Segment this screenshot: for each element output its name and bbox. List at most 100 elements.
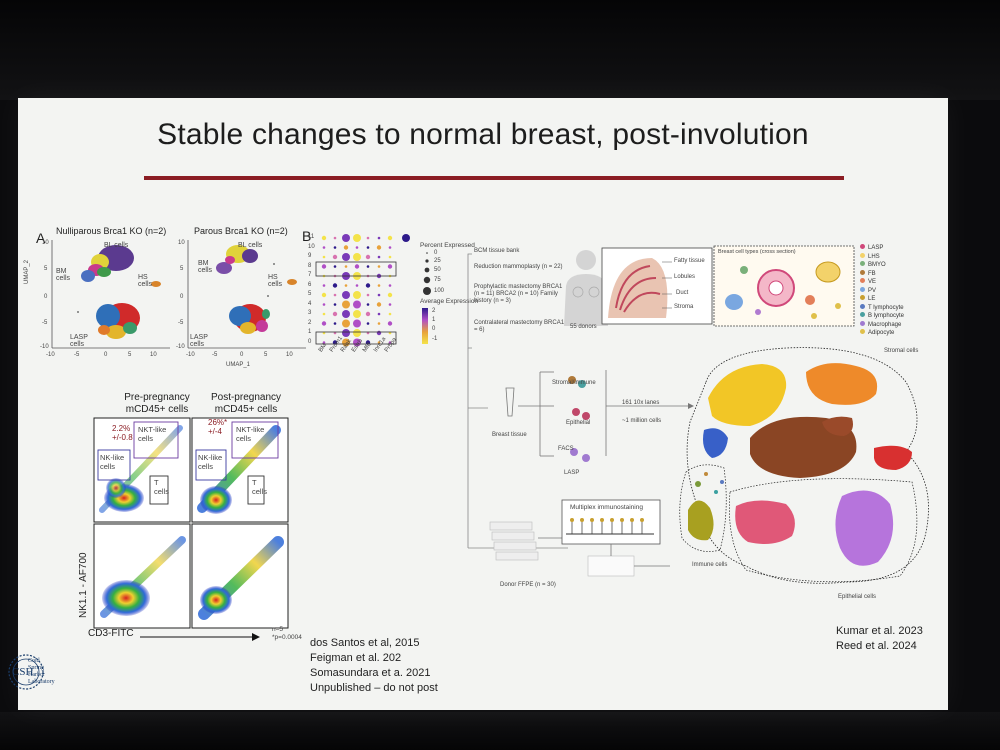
dot-plot-dot	[333, 246, 337, 249]
breast-tissue-label: Breast tissue	[492, 432, 527, 438]
dot-plot-dot	[387, 235, 393, 241]
dot-plot-dot	[322, 303, 326, 306]
epithelial-cells-label: Epithelial cells	[838, 594, 877, 600]
flow-x-axis-label: CD3-FITC	[88, 628, 134, 639]
dot-plot-dot	[333, 236, 337, 240]
dot-plot-dot	[353, 329, 361, 337]
dot-plot-dot	[377, 312, 381, 316]
dot-plot-dot	[355, 284, 359, 287]
stromal-cells-label: Stromal cells	[884, 348, 919, 354]
bl-cells-label-left: BL cells	[104, 242, 129, 249]
cell-type-swatch	[860, 252, 865, 258]
cell-type-swatch	[860, 269, 865, 275]
lasp-cells-label-right: LASP cells	[190, 334, 208, 348]
hs-cells-label-left: HS cells	[138, 274, 153, 288]
dot-plot-dot	[353, 300, 361, 309]
cell-type-swatch	[860, 261, 865, 266]
dot-plot-dot	[322, 255, 326, 259]
dot-plot-dot	[377, 284, 381, 287]
left-citations: dos Santos et al, 2015 Feigman et al. 20…	[310, 637, 438, 694]
post-pm: +/-4	[208, 427, 223, 436]
flow-x-axis-arrow	[140, 633, 260, 641]
nkt-like-label-post: NKT-like cells	[236, 425, 265, 443]
pre-pct: 2.2%	[112, 424, 131, 433]
dot-plot-dot	[321, 292, 327, 298]
cell-type-legend-item: Adipocyte	[860, 329, 904, 338]
dot-plot-row-label: 8	[308, 262, 312, 269]
dot-plot-dot	[388, 246, 392, 249]
dot-plot-dot	[322, 246, 326, 249]
dot-plot-dot	[322, 312, 326, 316]
dot-plot-row-label: 10	[308, 243, 315, 250]
percent-legend-dots	[423, 252, 431, 295]
flow-p-note: *p=0.0004	[272, 634, 302, 641]
dot-plot-dot	[333, 293, 337, 297]
dot-plot-dot	[366, 246, 370, 249]
dot-plot-dot	[322, 284, 326, 287]
lanes-label: 161 10x lanes	[622, 400, 660, 406]
csh-logo-wordmark: Cold Spring Harbor Laboratory	[28, 658, 55, 685]
dot-plot-dot	[376, 302, 382, 307]
umap-right-title: Parous Brca1 KO (n=2)	[194, 226, 288, 236]
umap-plots	[51, 240, 306, 349]
donor-ffpe-label: Donor FFPE (n = 30)	[500, 582, 556, 588]
dot-plot-dot	[388, 303, 392, 306]
donor-silhouette	[564, 250, 608, 326]
csh-logo-mark	[8, 654, 44, 690]
dot-plot-dot	[366, 236, 370, 240]
dot-plot-dot	[376, 330, 382, 336]
dot-plot-dot	[321, 235, 327, 241]
dot-plot-row-label: 9	[308, 253, 312, 259]
stromal-immune-label: Stromal/immune	[552, 380, 596, 386]
dot-plot-dot	[388, 312, 392, 316]
pre-pregnancy-subtitle: mCD45+ cells	[125, 404, 189, 415]
hs-cells-label-right: HS cells	[268, 274, 283, 288]
bl-cells-label-right: BL cells	[238, 242, 263, 249]
multiplex-panel	[489, 499, 670, 577]
dot-plot-dot	[366, 303, 370, 306]
dot-plot-dot	[387, 292, 393, 298]
t-cells-label-pre: T cells	[154, 478, 170, 496]
cell-type-legend-item: B lymphocyte	[860, 312, 904, 321]
post-pregnancy-subtitle: mCD45+ cells	[214, 404, 278, 415]
cell-type-legend-item: LHS	[860, 252, 904, 262]
post-pct: 26%*	[208, 418, 228, 427]
facs-label: FACS	[558, 446, 574, 452]
dot-plot-dot	[353, 310, 361, 318]
umap-x-axis-label: UMAP_1	[226, 362, 251, 368]
cell-type-legend-item: PV	[860, 286, 904, 296]
dot-plot-dot	[321, 264, 327, 269]
dot-plot-dot	[388, 341, 392, 344]
cell-type-legend-item: FB	[860, 269, 904, 279]
flow-plots	[93, 417, 289, 629]
million-cells-label: ~1 million cells	[622, 418, 662, 424]
dot-plot-row-label: 7	[308, 272, 312, 278]
dot-plot-dot	[387, 321, 393, 326]
cell-type-legend-item: BMYO	[860, 261, 904, 270]
dot-plot-row-label: 11	[308, 234, 315, 240]
dot-plot-dot	[365, 311, 371, 317]
projected-slide: Stable changes to normal breast, post-in…	[8, 98, 948, 710]
dot-plot-dot	[321, 321, 327, 326]
title-underline	[144, 176, 844, 180]
dot-plot-dot	[342, 319, 350, 328]
cell-type-swatch	[860, 295, 865, 300]
cell-type-legend-item: LASP	[860, 244, 904, 253]
dot-plot-dot	[332, 254, 338, 260]
dot-plot-row-label: 2	[308, 319, 312, 326]
dot-plot-dot	[332, 283, 338, 288]
dot-plot-row-label: 5	[308, 291, 312, 297]
nk-like-label-pre: NK-like cells	[100, 453, 125, 471]
dot-plot-dot	[344, 265, 348, 268]
dot-plot-dot	[342, 329, 350, 337]
umap-atlas	[679, 347, 929, 584]
dot-plot-row-label: 4	[308, 300, 312, 307]
cell-type-legend-item: VE	[860, 278, 904, 287]
room-floor	[0, 712, 1000, 750]
dot-plot-dot	[333, 303, 337, 306]
dot-plot-dot	[332, 311, 338, 317]
panel-a-letter: A	[36, 230, 46, 246]
dot-plot	[315, 234, 410, 347]
lasp-cells-label-left: LASP cells	[70, 334, 88, 348]
percent-expressed-title: Percent Expressed	[420, 242, 475, 249]
